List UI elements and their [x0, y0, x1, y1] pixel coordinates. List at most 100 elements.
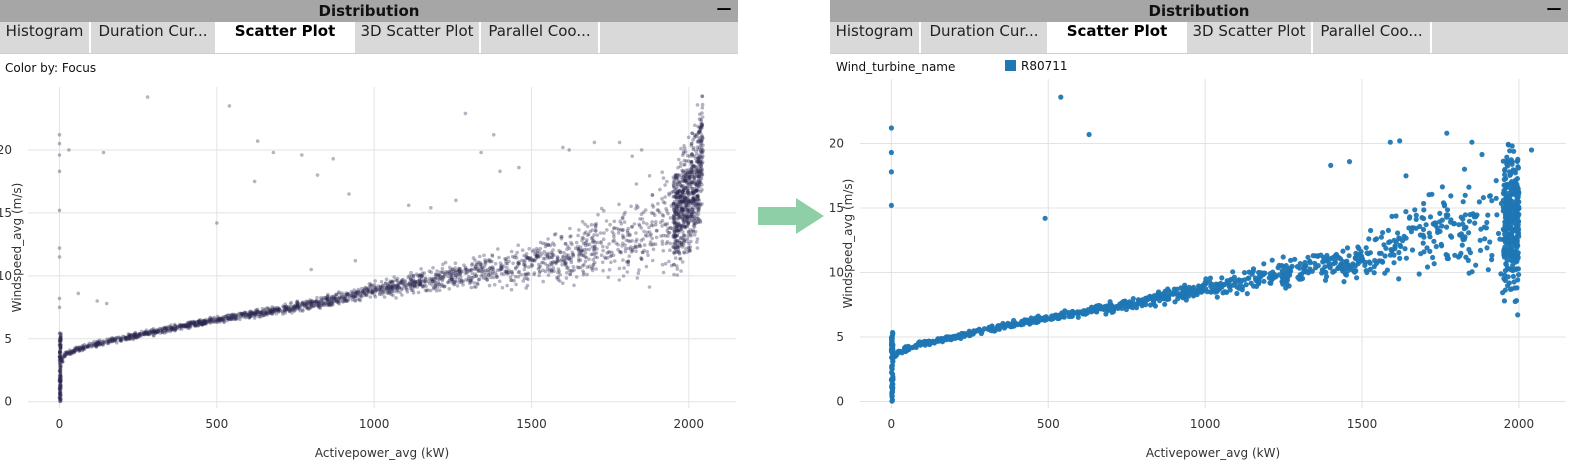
scatter-point	[59, 386, 63, 391]
scatter-point	[695, 174, 700, 179]
scatter-point	[592, 239, 596, 243]
scatter-point	[684, 203, 688, 207]
scatter-point	[264, 306, 268, 311]
scatter-point	[635, 245, 639, 249]
scatter-point	[59, 337, 63, 341]
scatter-point	[409, 288, 414, 293]
scatter-point	[663, 195, 667, 199]
scatter-point	[680, 214, 684, 218]
scatter-point	[389, 285, 394, 290]
distribution-panel-right: Distribution — Histogram Duration Cur...…	[830, 0, 1568, 465]
scatter-point	[156, 329, 160, 333]
tab-3d-scatter-plot[interactable]: 3D Scatter Plot	[355, 22, 481, 53]
scatter-point	[564, 276, 569, 280]
scatter-point	[388, 289, 393, 294]
scatter-point	[384, 277, 389, 282]
tab-histogram[interactable]: Histogram	[0, 22, 91, 53]
scatter-point	[394, 296, 398, 300]
scatter-point	[699, 149, 703, 153]
scatter-point	[1256, 269, 1262, 276]
scatter-point	[556, 256, 560, 260]
scatter-point	[141, 332, 145, 336]
scatter-point	[95, 342, 100, 346]
tab-scatter-plot[interactable]: Scatter Plot	[1049, 22, 1187, 53]
scatter-point	[889, 337, 895, 343]
scatter-point	[333, 296, 337, 301]
scatter-point	[672, 213, 676, 218]
scatter-point	[374, 288, 379, 293]
scatter-point	[669, 204, 674, 208]
scatter-point	[675, 233, 680, 238]
scatter-point	[59, 357, 63, 361]
scatter-point	[1286, 268, 1292, 274]
scatter-point	[1162, 288, 1168, 294]
y-tick-label: 10	[830, 266, 844, 280]
scatter-point	[77, 349, 81, 354]
scatter-point	[1114, 303, 1120, 309]
scatter-point	[266, 311, 271, 316]
scatter-plot-right[interactable]: 0 500 1000 1500 200005101520Activepower_avg …	[830, 53, 1568, 465]
scatter-point	[471, 256, 476, 260]
scatter-point	[564, 256, 569, 260]
scatter-point	[469, 278, 473, 283]
scatter-point	[593, 225, 598, 230]
scatter-point	[449, 273, 453, 277]
scatter-point	[606, 250, 611, 254]
scatter-point	[420, 284, 425, 288]
scatter-point	[122, 335, 126, 339]
scatter-point	[694, 199, 698, 203]
scatter-point	[523, 264, 527, 269]
scatter-point	[59, 385, 63, 390]
tab-duration-curve[interactable]: Duration Cur...	[91, 22, 217, 53]
scatter-point	[132, 336, 136, 340]
tab-parallel-coordinates[interactable]: Parallel Coo...	[1313, 22, 1432, 53]
scatter-plot-left[interactable]: 0 500 1000 1500 200005101520Activepower_avg …	[0, 53, 738, 465]
scatter-point	[407, 274, 411, 278]
scatter-point	[437, 277, 442, 282]
scatter-point	[685, 219, 689, 223]
scatter-point	[468, 278, 473, 283]
scatter-point	[684, 224, 688, 228]
scatter-point	[457, 280, 462, 284]
tab-parallel-coordinates[interactable]: Parallel Coo...	[481, 22, 600, 53]
scatter-point	[304, 303, 308, 307]
scatter-point	[89, 342, 94, 346]
scatter-point	[290, 307, 294, 312]
scatter-point	[412, 279, 416, 283]
scatter-point	[684, 200, 689, 205]
scatter-point	[576, 244, 580, 249]
scatter-point	[522, 260, 526, 264]
scatter-point	[80, 347, 85, 352]
scatter-point	[515, 264, 520, 268]
scatter-point	[390, 286, 394, 290]
scatter-point	[685, 208, 690, 212]
scatter-point	[1514, 226, 1520, 232]
scatter-point	[547, 269, 551, 273]
minimize-icon[interactable]: —	[1546, 0, 1562, 17]
scatter-point	[57, 369, 62, 373]
scatter-point	[671, 227, 675, 231]
minimize-icon[interactable]: —	[716, 0, 732, 17]
scatter-point	[516, 270, 521, 275]
scatter-point	[683, 150, 688, 154]
scatter-point	[426, 288, 430, 292]
scatter-point	[605, 228, 609, 232]
scatter-point	[290, 305, 295, 309]
scatter-point	[637, 242, 642, 247]
scatter-point	[672, 217, 676, 221]
scatter-point	[634, 231, 638, 235]
scatter-point	[217, 318, 221, 323]
scatter-point	[671, 245, 676, 249]
scatter-point	[82, 342, 87, 347]
tab-histogram[interactable]: Histogram	[830, 22, 921, 53]
tab-duration-curve[interactable]: Duration Cur...	[921, 22, 1049, 53]
scatter-point	[685, 215, 690, 220]
scatter-point	[696, 140, 701, 144]
scatter-point	[686, 221, 691, 225]
scatter-point	[219, 317, 224, 322]
scatter-point	[1516, 189, 1522, 195]
scatter-point	[179, 323, 183, 327]
tab-3d-scatter-plot[interactable]: 3D Scatter Plot	[1187, 22, 1313, 53]
scatter-point	[57, 133, 62, 137]
tab-scatter-plot[interactable]: Scatter Plot	[217, 22, 355, 53]
